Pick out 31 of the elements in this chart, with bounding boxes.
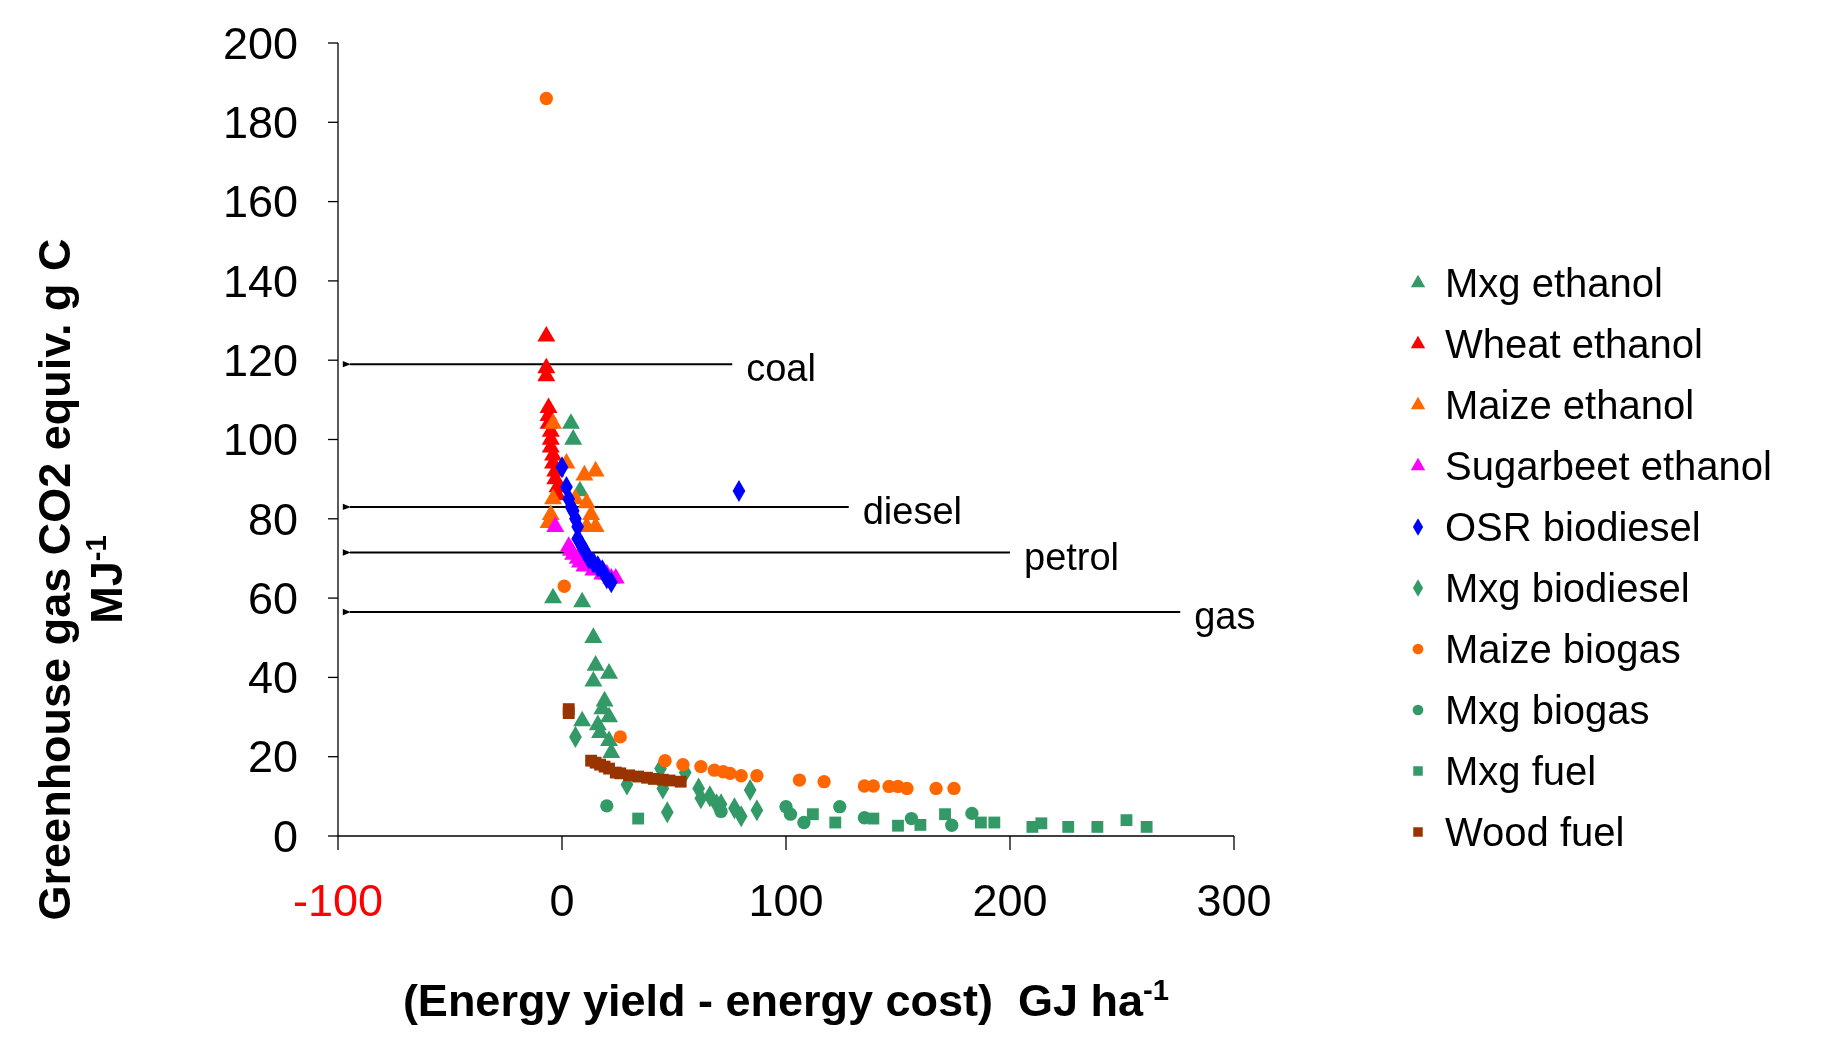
legend-label: Mxg fuel [1445, 749, 1597, 793]
x-axis-title: (Energy yield - energy cost) GJ ha$^{-1}$ [402, 974, 1170, 1026]
y-tick-label: 0 [272, 810, 298, 862]
y-tick-label: 60 [247, 572, 298, 624]
y-tick-label: 140 [222, 255, 298, 307]
ref-line-label: petrol [1024, 535, 1120, 578]
ref-line-label: coal [746, 347, 816, 390]
y-tick-label: 200 [222, 17, 298, 69]
y-tick-label: 180 [222, 97, 298, 149]
x-tick-label: -100 [292, 875, 384, 926]
x-tick-label: 100 [748, 875, 824, 926]
legend-label: Mxg biogas [1445, 688, 1650, 732]
legend-label: Mxg biodiesel [1445, 566, 1690, 610]
y-tick-label: 20 [247, 731, 298, 783]
legend-label: Wood fuel [1445, 810, 1625, 854]
y-tick-label: 40 [247, 652, 298, 704]
ref-line-label: diesel [862, 490, 963, 533]
x-tick-label: 0 [549, 875, 575, 926]
legend-label: OSR biodiesel [1445, 505, 1701, 549]
y-tick-label: 100 [222, 414, 298, 466]
legend-label: Wheat ethanol [1445, 322, 1703, 366]
y-tick-label: 160 [222, 176, 298, 228]
legend-label: Sugarbeet ethanol [1445, 444, 1772, 488]
legend-label: Maize biogas [1445, 627, 1681, 671]
ref-line-label: gas [1194, 595, 1256, 638]
legend-label: Maize ethanol [1445, 383, 1695, 427]
x-tick-label: 200 [972, 875, 1048, 926]
y-tick-label: 80 [247, 493, 298, 545]
y-tick-label: 120 [222, 334, 298, 386]
legend-label: Mxg ethanol [1445, 261, 1663, 305]
x-tick-label: 300 [1196, 875, 1272, 926]
